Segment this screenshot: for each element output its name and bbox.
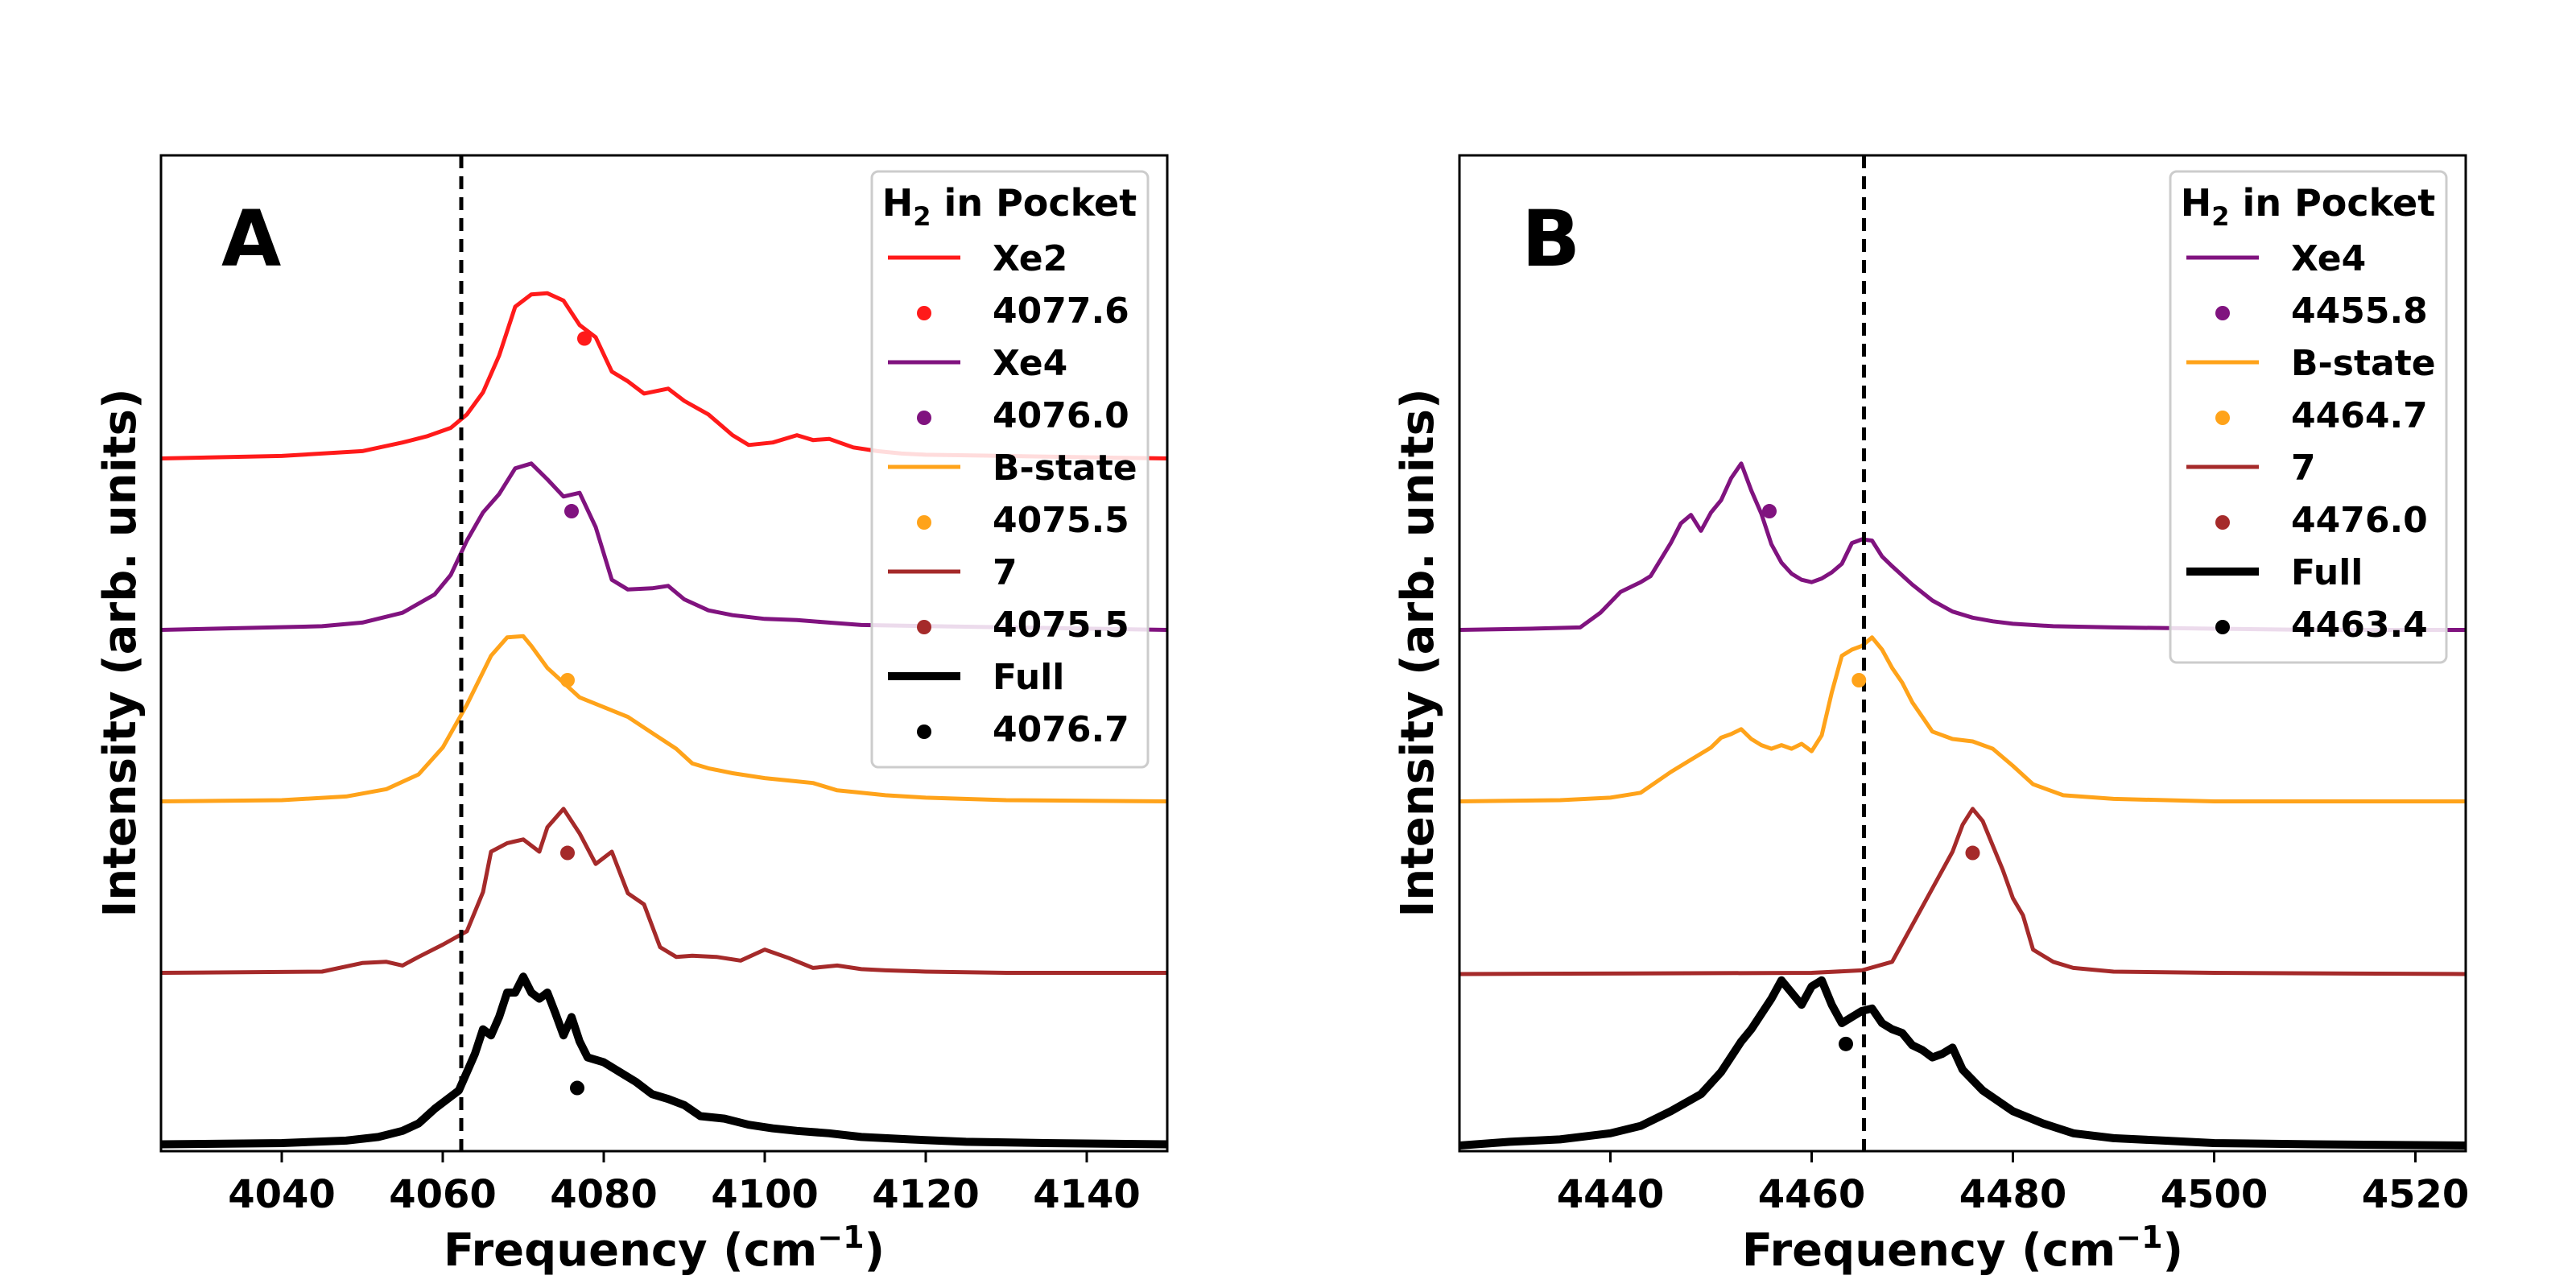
- legend-entries-a: Xe2 4077.6 Xe4 4076.0 B-state 4075.5 7 4075.5 Fu…: [888, 238, 1137, 750]
- legend-b: H2 in Pocket Xe4 4455.8 B-state 4464.7 7 4476…: [2169, 170, 2448, 664]
- x-tick-label: 4100: [711, 1172, 819, 1217]
- series-line-xe4: [1459, 461, 2466, 632]
- peak-marker-xe2: [577, 331, 592, 346]
- legend-peak-value: 4463.4: [2291, 605, 2428, 646]
- y-axis-label-b: Intensity (arb. units): [1392, 388, 1444, 917]
- peak-marker-xe4: [564, 504, 579, 519]
- peak-markers-b: [1762, 504, 1980, 1051]
- series-line-full: [1459, 976, 2466, 1150]
- legend-label: 7: [2291, 448, 2316, 489]
- series-line-7: [1459, 807, 2466, 976]
- legend-box-a: [870, 170, 1150, 769]
- x-tick-label: 4500: [2161, 1172, 2268, 1217]
- y-axis-label-a: Intensity (arb. units): [94, 388, 147, 917]
- legend-label: Full: [2291, 552, 2363, 593]
- x-tick-label: 4520: [2362, 1172, 2470, 1217]
- series-layer-b: [1459, 461, 2466, 1150]
- x-tick-label: 4440: [1557, 1172, 1665, 1217]
- legend-label: Xe4: [993, 343, 1067, 384]
- series-line-xe2: [161, 291, 1167, 460]
- peak-marker-full: [1839, 1036, 1853, 1051]
- legend-label: Full: [993, 657, 1064, 698]
- series-layer-a: [161, 291, 1167, 1149]
- legend-a: H2 in Pocket Xe2 4077.6 Xe4 4076.0 B-state 40…: [870, 170, 1150, 769]
- legend-peak-value: 4464.7: [2291, 395, 2428, 436]
- legend-marker: [917, 724, 931, 739]
- legend-label: B-state: [2291, 343, 2436, 384]
- plot-frame-b: [1458, 154, 2467, 1153]
- legend-peak-value: 4075.5: [993, 605, 1129, 646]
- peak-markers-a: [560, 331, 592, 1096]
- legend-peak-value: 4476.0: [2291, 500, 2428, 541]
- peak-marker-full: [570, 1080, 584, 1096]
- x-tick-label: 4460: [1758, 1172, 1866, 1217]
- x-ticks-b: 4440 4460 4480 4500 4520: [1557, 1151, 2470, 1217]
- series-line-full: [161, 972, 1167, 1149]
- legend-peak-value: 4076.7: [993, 709, 1129, 750]
- x-axis-label-a: Frequency (cm−1): [444, 1220, 885, 1277]
- legend-peak-value: 4076.0: [993, 395, 1129, 436]
- legend-label: B-state: [993, 448, 1137, 489]
- panel-a: 4040 4060 4080 4100 4120 4140 A Frequency (cm…: [94, 154, 1169, 1277]
- legend-marker: [917, 411, 931, 425]
- panel-b: 4440 4460 4480 4500 4520 B Frequency (cm−1) …: [1392, 154, 2470, 1277]
- legend-marker: [917, 620, 931, 634]
- legend-marker: [2215, 411, 2230, 425]
- legend-peak-value: 4455.8: [2291, 291, 2428, 332]
- x-tick-label: 4120: [872, 1172, 980, 1217]
- legend-peak-value: 4075.5: [993, 500, 1129, 541]
- x-axis-label-b: Frequency (cm−1): [1742, 1220, 2183, 1277]
- series-line-b-state: [161, 634, 1167, 803]
- legend-label: Xe4: [2291, 238, 2366, 279]
- x-tick-label: 4060: [389, 1172, 497, 1217]
- legend-label: 7: [993, 552, 1018, 593]
- peak-marker-7: [560, 845, 575, 861]
- legend-entries-b: Xe4 4455.8 B-state 4464.7 7 4476.0 Full 4463.4: [2186, 238, 2436, 646]
- legend-marker: [917, 515, 931, 530]
- legend-marker: [2215, 620, 2230, 634]
- series-line-7: [161, 807, 1167, 975]
- panel-label-a: A: [221, 194, 281, 284]
- legend-box-b: [2169, 170, 2448, 664]
- x-ticks-a: 4040 4060 4080 4100 4120 4140: [228, 1151, 1141, 1217]
- peak-marker-xe4: [1762, 504, 1777, 519]
- x-tick-label: 4080: [550, 1172, 658, 1217]
- legend-peak-value: 4077.6: [993, 291, 1129, 332]
- legend-label: Xe2: [993, 238, 1067, 279]
- peak-marker-7: [1965, 845, 1980, 861]
- legend-title-a: H2 in Pocket: [882, 181, 1137, 232]
- panel-label-b: B: [1521, 194, 1580, 284]
- legend-marker: [2215, 306, 2230, 320]
- peak-marker-b-state: [560, 673, 575, 687]
- plot-frame-a: [159, 154, 1169, 1153]
- x-tick-label: 4040: [228, 1172, 336, 1217]
- x-tick-label: 4140: [1033, 1172, 1141, 1217]
- legend-title-b: H2 in Pocket: [2181, 181, 2435, 232]
- peak-marker-b-state: [1852, 673, 1867, 687]
- x-tick-label: 4480: [1959, 1172, 2067, 1217]
- legend-marker: [917, 306, 931, 320]
- legend-marker: [2215, 515, 2230, 530]
- series-line-b-state: [1459, 635, 2466, 803]
- series-line-xe4: [161, 461, 1167, 632]
